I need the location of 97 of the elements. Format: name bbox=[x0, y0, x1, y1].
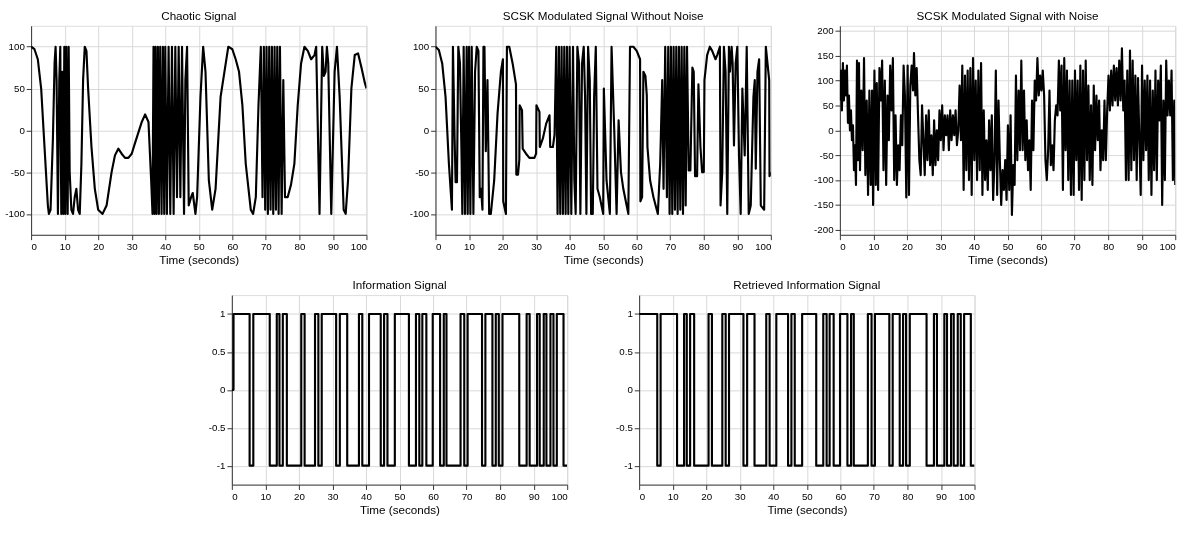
x-tick-label: 100 bbox=[1159, 240, 1177, 252]
x-tick-label: 90 bbox=[732, 240, 744, 252]
x-tick-label: 100 bbox=[958, 490, 976, 502]
y-tick-label: -1 bbox=[216, 460, 226, 472]
x-tick-label: 20 bbox=[294, 490, 306, 502]
x-tick-label: 30 bbox=[531, 240, 543, 252]
y-tick-label: 0 bbox=[627, 384, 634, 396]
y-tick-label: 0.5 bbox=[619, 346, 633, 358]
y-tick-label: -150 bbox=[814, 199, 835, 211]
y-tick-label: 100 bbox=[412, 41, 430, 53]
x-tick-label: 20 bbox=[701, 490, 713, 502]
chart-title: Information Signal bbox=[352, 278, 447, 292]
y-tick-label: 0 bbox=[423, 124, 430, 136]
x-tick-label: 90 bbox=[528, 490, 541, 502]
y-tick-label: 0 bbox=[19, 124, 26, 136]
x-tick-label: 50 bbox=[801, 490, 814, 502]
x-tick-label: 90 bbox=[328, 240, 340, 252]
x-tick-label: 50 bbox=[394, 490, 407, 502]
y-tick-label: 0.5 bbox=[212, 346, 226, 358]
x-tick-label: 10 bbox=[464, 240, 476, 252]
x-tick-label: 30 bbox=[734, 490, 747, 502]
x-tick-label: 70 bbox=[868, 490, 881, 502]
line-series bbox=[839, 47, 1176, 216]
x-tick-label: 90 bbox=[936, 490, 948, 502]
x-tick-label: 50 bbox=[598, 240, 610, 252]
chart-title: SCSK Modulated Signal Without Noise bbox=[502, 8, 704, 22]
y-tick-label: -100 bbox=[814, 174, 835, 186]
x-tick-label: 60 bbox=[631, 240, 644, 252]
y-tick-label: -200 bbox=[814, 224, 835, 236]
x-tick-label: 60 bbox=[428, 490, 440, 502]
x-tick-label: 10 bbox=[260, 490, 272, 502]
y-tick-label: -50 bbox=[819, 149, 835, 161]
line-series bbox=[435, 45, 771, 215]
x-tick-label: 40 bbox=[768, 490, 780, 502]
chart-title: Retrieved Information Signal bbox=[733, 278, 881, 292]
x-tick-label: 30 bbox=[935, 240, 947, 252]
x-tick-label: 70 bbox=[461, 490, 474, 502]
y-tick-label: -50 bbox=[415, 166, 430, 178]
x-tick-label: 40 bbox=[160, 240, 172, 252]
y-tick-label: 1 bbox=[627, 308, 633, 320]
x-tick-label: 60 bbox=[835, 490, 847, 502]
x-tick-label: 60 bbox=[1036, 240, 1048, 252]
x-tick-label: 80 bbox=[698, 240, 711, 252]
x-tick-label: 70 bbox=[665, 240, 677, 252]
y-tick-label: -100 bbox=[5, 208, 26, 220]
x-tick-label: 0 bbox=[435, 240, 442, 252]
y-tick-label: 100 bbox=[817, 74, 835, 86]
x-tick-label: 50 bbox=[1002, 240, 1015, 252]
x-tick-label: 70 bbox=[260, 240, 273, 252]
x-tick-label: 70 bbox=[1069, 240, 1082, 252]
y-tick-label: -0.5 bbox=[616, 422, 633, 434]
y-tick-label: 0 bbox=[828, 124, 835, 136]
x-tick-label: 100 bbox=[755, 240, 772, 252]
x-tick-label: 20 bbox=[902, 240, 914, 252]
x-tick-label: 80 bbox=[902, 490, 914, 502]
x-tick-label: 40 bbox=[969, 240, 981, 252]
x-tick-label: 30 bbox=[126, 240, 139, 252]
x-axis-title: Time (seconds) bbox=[767, 503, 848, 517]
x-tick-label: 40 bbox=[361, 490, 373, 502]
y-tick-label: 100 bbox=[8, 41, 26, 53]
x-tick-label: 80 bbox=[294, 240, 306, 252]
y-tick-label: -100 bbox=[409, 208, 430, 220]
x-tick-label: 10 bbox=[868, 240, 880, 252]
line-series bbox=[31, 45, 367, 215]
y-tick-label: 1 bbox=[220, 308, 226, 320]
y-tick-label: -50 bbox=[10, 166, 26, 178]
y-tick-label: 200 bbox=[817, 25, 835, 37]
y-tick-label: 50 bbox=[822, 99, 835, 111]
x-tick-label: 50 bbox=[193, 240, 206, 252]
x-tick-label: 90 bbox=[1136, 240, 1149, 252]
x-tick-label: 100 bbox=[350, 240, 368, 252]
y-tick-label: 150 bbox=[817, 50, 835, 62]
x-tick-label: 80 bbox=[495, 490, 507, 502]
x-tick-label: 100 bbox=[551, 490, 569, 502]
x-axis-title: Time (seconds) bbox=[968, 253, 1049, 267]
x-tick-label: 60 bbox=[227, 240, 239, 252]
y-tick-label: 50 bbox=[13, 82, 26, 94]
x-axis-title: Time (seconds) bbox=[563, 253, 644, 267]
x-axis-title: Time (seconds) bbox=[360, 503, 441, 517]
x-tick-label: 20 bbox=[497, 240, 510, 252]
y-tick-label: -1 bbox=[624, 460, 633, 472]
x-tick-label: 10 bbox=[667, 490, 680, 502]
y-tick-label: 50 bbox=[418, 82, 430, 94]
y-tick-label: 0 bbox=[220, 384, 227, 396]
x-tick-label: 20 bbox=[93, 240, 105, 252]
x-tick-label: 80 bbox=[1103, 240, 1115, 252]
x-tick-label: 0 bbox=[840, 240, 847, 252]
chart-title: Chaotic Signal bbox=[161, 8, 237, 22]
x-tick-label: 0 bbox=[31, 240, 38, 252]
chart-title: SCSK Modulated Signal with Noise bbox=[916, 8, 1099, 22]
x-axis-title: Time (seconds) bbox=[159, 253, 240, 267]
x-tick-label: 40 bbox=[564, 240, 577, 252]
x-tick-label: 0 bbox=[232, 490, 239, 502]
x-tick-label: 0 bbox=[639, 490, 646, 502]
x-tick-label: 30 bbox=[327, 490, 339, 502]
y-tick-label: -0.5 bbox=[208, 422, 226, 434]
x-tick-label: 10 bbox=[59, 240, 72, 252]
